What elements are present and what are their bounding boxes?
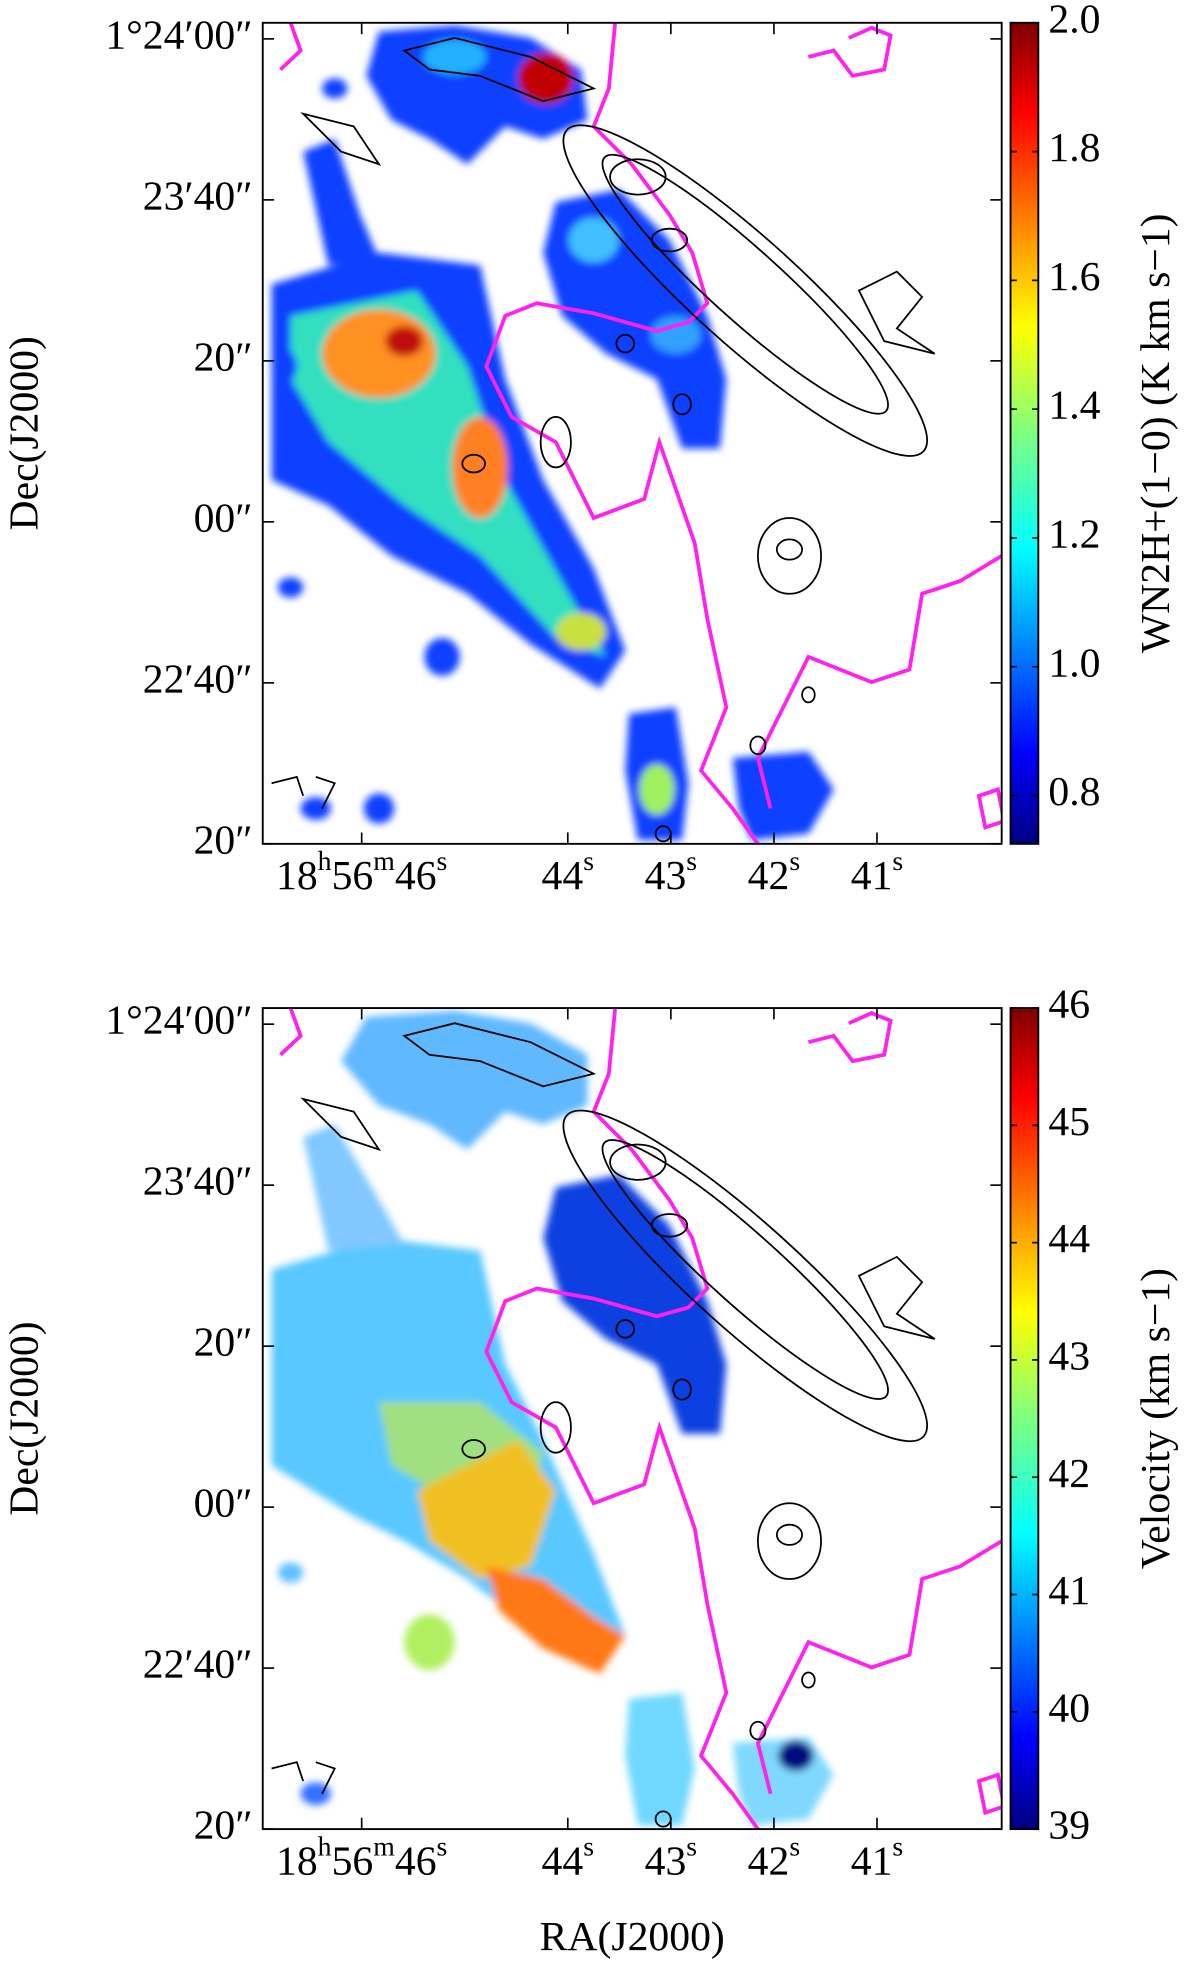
plot-frame: [261, 1007, 1003, 1831]
y-tick-label: 20″: [194, 817, 253, 863]
y-tick-label: 20″: [194, 1320, 253, 1366]
x-tick-label: 43s: [645, 1831, 698, 1884]
y-tick-label: 20″: [194, 334, 253, 380]
x-tick-label: 41s: [851, 1831, 904, 1884]
colorbar-label: WN2H+(1−0) (K km s−1): [1133, 213, 1179, 653]
colorbar-tick-label: 40: [1048, 1685, 1090, 1731]
intensity-map: [269, 22, 1002, 844]
colorbar-tick-label: 41: [1048, 1568, 1090, 1614]
x-tick-label: 42s: [748, 846, 801, 899]
plot-frame: [261, 21, 1003, 845]
x-tick-label: 18h56m46s: [276, 1831, 447, 1884]
colorbar: [1009, 21, 1040, 845]
colorbar-tick-label: 2.0: [1048, 0, 1100, 42]
velocity-map-group: [269, 1008, 1002, 1830]
y-tick-label: 1°24′00″: [105, 998, 252, 1044]
y-axis-label: Dec(J2000): [1, 336, 47, 530]
x-tick-label: 43s: [645, 846, 698, 899]
x-tick-label: 18h56m46s: [276, 846, 447, 899]
x-tick-label: 41s: [851, 846, 904, 899]
y-tick-label: 1°24′00″: [105, 12, 252, 58]
y-axis-label: Dec(J2000): [1, 1321, 47, 1515]
y-tick-label: 20″: [194, 1803, 253, 1849]
colorbar: [1009, 1007, 1040, 1831]
y-tick-label: 22′40″: [143, 1642, 253, 1688]
y-tick-label: 00″: [194, 1481, 253, 1527]
colorbar-tick-label: 46: [1048, 982, 1090, 1028]
x-tick-label: 44s: [542, 846, 595, 899]
velocity-map: [269, 1008, 1002, 1830]
colorbar-tick-label: 45: [1048, 1099, 1090, 1145]
x-tick-label: 44s: [542, 1831, 595, 1884]
colorbar-tick-label: 1.6: [1048, 254, 1100, 300]
colorbar-tick-label: 1.8: [1048, 125, 1100, 171]
colorbar-tick-label: 1.0: [1048, 640, 1100, 686]
y-tick-label: 22′40″: [143, 656, 253, 702]
colorbar-tick-label: 43: [1048, 1333, 1090, 1379]
colorbar-tick-label: 39: [1048, 1803, 1090, 1849]
colorbar-tick-label: 44: [1048, 1216, 1090, 1262]
y-tick-label: 00″: [194, 495, 253, 541]
y-tick-label: 23′40″: [143, 173, 253, 219]
colorbar-tick-label: 42: [1048, 1451, 1090, 1497]
y-tick-label: 23′40″: [143, 1159, 253, 1205]
colorbar-label: Velocity (km s−1): [1133, 1268, 1179, 1569]
x-axis-label: RA(J2000): [540, 1914, 725, 1960]
colorbar-tick-label: 1.4: [1048, 383, 1100, 429]
x-tick-label: 42s: [748, 1831, 801, 1884]
colorbar-tick-label: 0.8: [1048, 769, 1100, 815]
colorbar-tick-label: 1.2: [1048, 512, 1100, 558]
